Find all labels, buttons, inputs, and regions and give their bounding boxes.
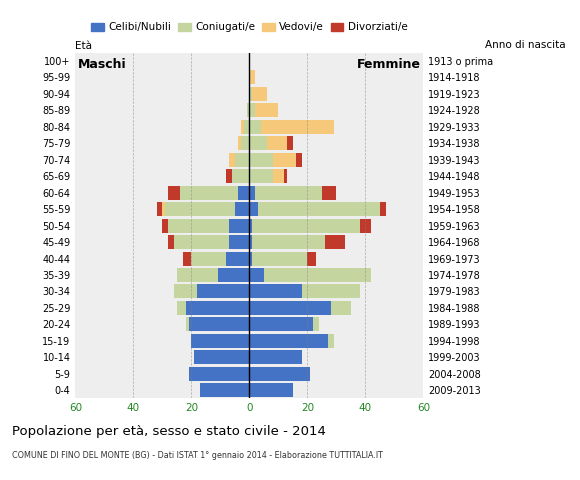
Bar xyxy=(186,317,188,331)
Bar xyxy=(322,186,336,200)
Bar xyxy=(273,153,296,167)
Bar xyxy=(235,153,249,167)
Bar xyxy=(249,367,310,381)
Bar xyxy=(168,235,174,249)
Text: COMUNE DI FINO DEL MONTE (BG) - Dati ISTAT 1° gennaio 2014 - Elaborazione TUTTIT: COMUNE DI FINO DEL MONTE (BG) - Dati IST… xyxy=(12,451,382,460)
Bar xyxy=(238,186,249,200)
Bar xyxy=(252,218,360,233)
Bar xyxy=(218,268,249,282)
Bar xyxy=(226,169,232,183)
Bar xyxy=(246,103,249,118)
Bar xyxy=(255,103,278,118)
Bar xyxy=(229,153,235,167)
Bar xyxy=(177,301,186,315)
Bar xyxy=(186,301,249,315)
Bar xyxy=(287,136,293,150)
Bar xyxy=(180,186,238,200)
Bar xyxy=(249,235,252,249)
Bar xyxy=(157,202,162,216)
Bar xyxy=(194,350,249,364)
Bar xyxy=(249,350,302,364)
Bar xyxy=(249,103,255,118)
Bar xyxy=(162,218,168,233)
Bar xyxy=(273,169,284,183)
Bar xyxy=(197,285,249,299)
Bar xyxy=(249,186,255,200)
Bar xyxy=(249,383,293,397)
Bar xyxy=(249,87,252,101)
Bar xyxy=(302,285,360,299)
Bar xyxy=(249,202,258,216)
Bar xyxy=(252,87,267,101)
Text: Popolazione per età, sesso e stato civile - 2014: Popolazione per età, sesso e stato civil… xyxy=(12,425,325,438)
Bar xyxy=(328,334,334,348)
Bar xyxy=(252,235,325,249)
Bar xyxy=(249,285,302,299)
Text: Anno di nascita: Anno di nascita xyxy=(485,40,566,50)
Text: Femmine: Femmine xyxy=(357,58,420,71)
Bar xyxy=(238,136,241,150)
Bar xyxy=(331,301,351,315)
Bar xyxy=(188,367,249,381)
Bar xyxy=(249,301,331,315)
Bar xyxy=(235,202,249,216)
Legend: Celibi/Nubili, Coniugati/e, Vedovi/e, Divorziati/e: Celibi/Nubili, Coniugati/e, Vedovi/e, Di… xyxy=(87,18,412,36)
Bar xyxy=(325,235,345,249)
Bar xyxy=(249,334,328,348)
Bar xyxy=(249,120,261,134)
Bar xyxy=(174,235,229,249)
Text: Maschi: Maschi xyxy=(78,58,127,71)
Bar xyxy=(255,186,322,200)
Bar xyxy=(229,218,249,233)
Bar xyxy=(244,120,249,134)
Bar xyxy=(162,202,165,216)
Bar xyxy=(249,153,273,167)
Bar xyxy=(264,268,371,282)
Bar xyxy=(241,120,244,134)
Bar xyxy=(267,136,287,150)
Bar xyxy=(261,120,334,134)
Bar xyxy=(200,383,249,397)
Bar xyxy=(183,252,191,265)
Bar xyxy=(229,235,249,249)
Bar xyxy=(188,317,249,331)
Bar xyxy=(165,202,235,216)
Bar xyxy=(232,169,249,183)
Bar xyxy=(380,202,386,216)
Bar xyxy=(313,317,319,331)
Bar xyxy=(168,186,180,200)
Bar xyxy=(241,136,249,150)
Bar xyxy=(249,169,273,183)
Text: Età: Età xyxy=(75,41,92,51)
Bar xyxy=(249,252,252,265)
Bar xyxy=(174,285,197,299)
Bar xyxy=(296,153,302,167)
Bar xyxy=(177,268,218,282)
Bar xyxy=(360,218,371,233)
Bar xyxy=(258,202,380,216)
Bar xyxy=(252,252,307,265)
Bar xyxy=(191,252,226,265)
Bar xyxy=(191,334,249,348)
Bar xyxy=(284,169,287,183)
Bar xyxy=(226,252,249,265)
Bar xyxy=(249,71,255,84)
Bar xyxy=(307,252,316,265)
Bar xyxy=(168,218,229,233)
Bar xyxy=(249,317,313,331)
Bar xyxy=(249,136,267,150)
Bar xyxy=(249,268,264,282)
Bar xyxy=(249,218,252,233)
